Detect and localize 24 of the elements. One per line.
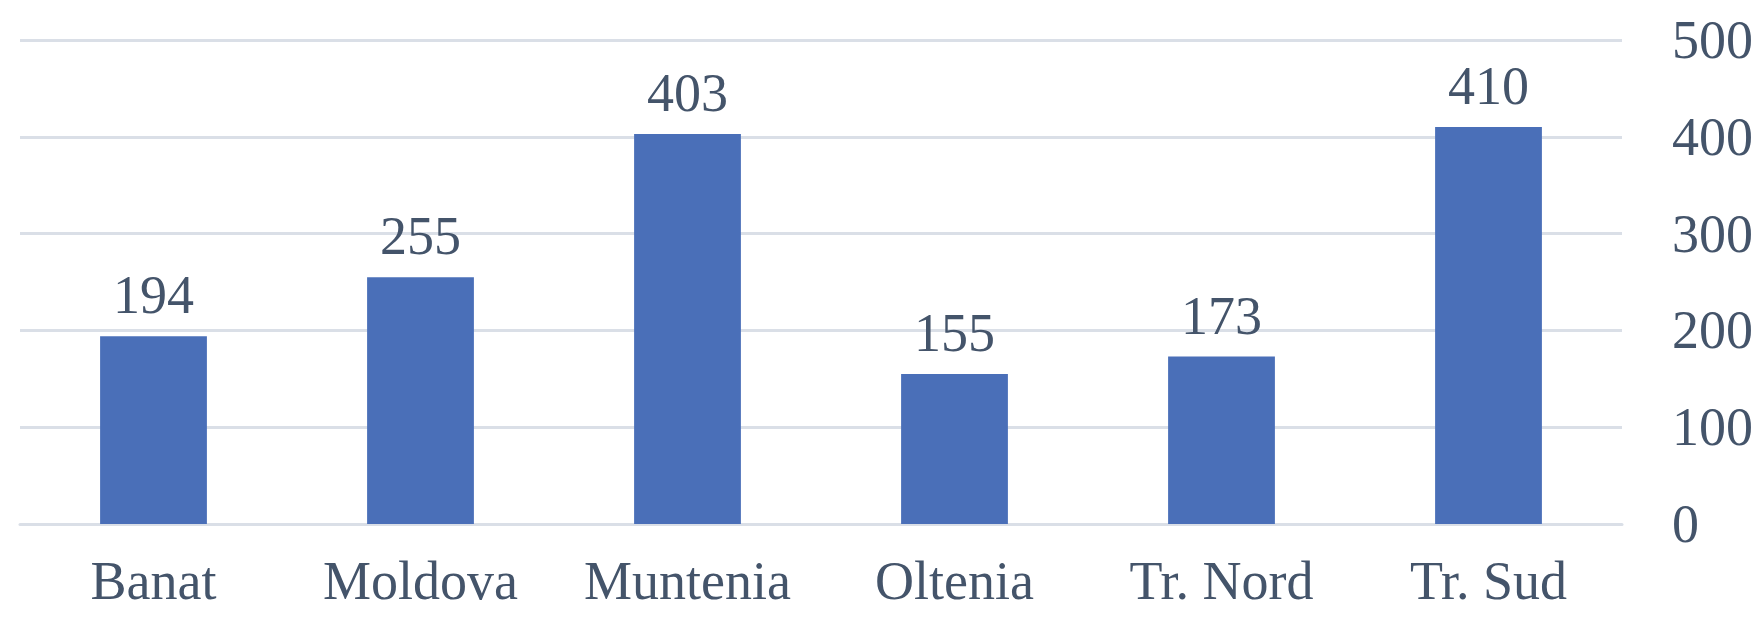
y-tick-label: 500 <box>1672 10 1753 70</box>
bar <box>100 336 207 524</box>
data-label: 255 <box>380 206 461 267</box>
data-label: 403 <box>647 62 728 123</box>
bar <box>901 373 1008 524</box>
data-label: 194 <box>113 265 194 326</box>
y-tick-label: 400 <box>1672 106 1753 167</box>
bar <box>1435 127 1542 524</box>
bar <box>1168 356 1275 524</box>
y-tick-label: 100 <box>1672 397 1753 458</box>
x-tick-label: Tr. Nord <box>1129 551 1314 611</box>
data-label: 155 <box>914 302 995 363</box>
data-label: 173 <box>1181 285 1262 346</box>
x-tick-label: Banat <box>90 551 217 611</box>
y-tick-label: 300 <box>1672 203 1753 264</box>
y-tick-label: 0 <box>1672 494 1699 554</box>
x-tick-label: Tr. Sud <box>1409 551 1568 611</box>
x-tick-label: Moldova <box>323 551 519 611</box>
bar <box>634 133 741 524</box>
x-tick-label: Muntenia <box>584 551 791 611</box>
y-tick-label: 200 <box>1672 300 1753 361</box>
x-tick-label: Oltenia <box>875 551 1034 611</box>
data-label: 410 <box>1448 56 1529 117</box>
bar <box>367 277 474 524</box>
